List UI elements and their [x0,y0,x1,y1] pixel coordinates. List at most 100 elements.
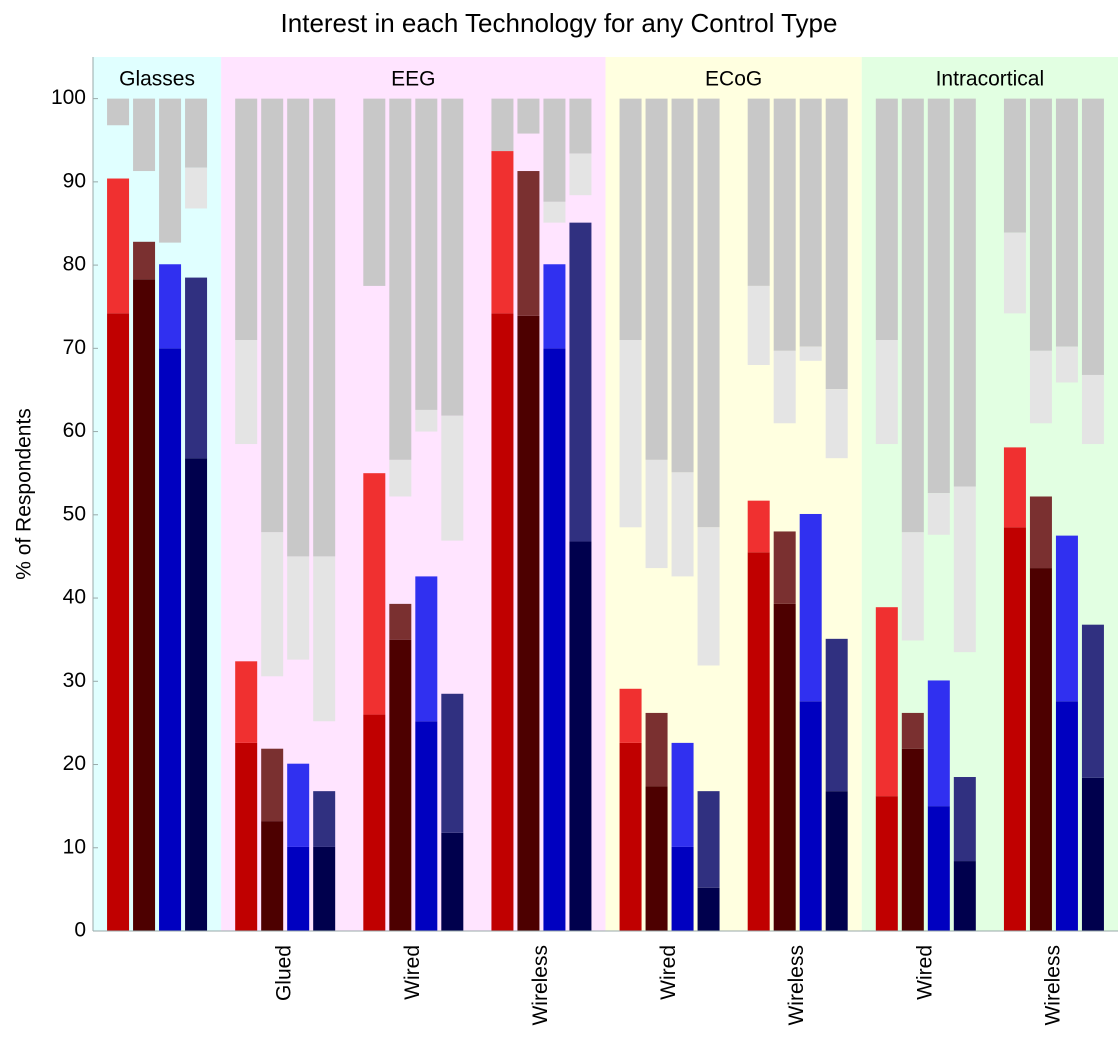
yes-segment [773,531,796,604]
strong-yes-segment [107,313,130,932]
strong-yes-segment [543,348,566,931]
chart-title: Interest in each Technology for any Cont… [281,8,838,38]
strong-no-segment [671,98,694,473]
group-background [861,57,1118,931]
group-label: ECoG [705,68,762,91]
yes-segment [569,222,592,542]
yes-segment [363,473,386,715]
strong-yes-segment [1029,568,1052,931]
yes-segment [389,603,412,640]
x-tick-label: Wireless [785,945,808,1026]
strong-no-segment [953,98,976,487]
strong-no-segment [619,98,642,341]
strong-no-segment [313,98,336,557]
strong-yes-segment [1081,777,1104,931]
yes-segment [517,171,540,316]
strong-yes-segment [619,742,642,931]
strong-no-segment [1055,98,1078,347]
yes-segment [235,661,258,743]
strong-yes-segment [697,887,720,931]
yes-segment [185,277,208,459]
strong-yes-segment [287,846,310,931]
no-segment [287,556,310,660]
strong-no-segment [287,98,310,557]
yes-segment [1055,535,1078,702]
strong-no-segment [235,98,258,341]
y-tick-label: 20 [63,752,86,775]
strong-no-segment [185,98,208,168]
y-tick-label: 50 [63,502,86,525]
group-label: Intracortical [936,68,1045,91]
yes-segment [491,151,514,314]
no-segment [543,201,566,223]
y-tick-label: 30 [63,669,86,692]
x-tick-label: Wireless [529,945,552,1026]
y-tick-label: 80 [63,253,86,276]
yes-segment [415,576,438,722]
strong-yes-segment [363,714,386,931]
yes-segment [825,638,848,792]
no-segment [671,472,694,577]
strong-yes-segment [389,639,412,931]
no-segment [619,340,642,528]
strong-no-segment [875,98,898,341]
no-segment [1081,374,1104,445]
strong-no-segment [415,98,438,410]
no-segment [927,493,950,535]
no-segment [773,350,796,424]
yes-segment [645,712,668,787]
yes-segment [261,748,284,822]
strong-no-segment [261,98,284,533]
strong-yes-segment [261,821,284,931]
strong-no-segment [927,98,950,494]
no-segment [953,486,976,653]
no-segment [825,389,848,459]
strong-no-segment [825,98,848,390]
yes-segment [1029,496,1052,569]
yes-segment [619,688,642,743]
strong-no-segment [159,98,182,243]
strong-no-segment [441,98,464,416]
yes-segment [441,693,464,833]
strong-yes-segment [953,861,976,931]
strong-no-segment [1081,98,1104,375]
no-segment [235,340,258,445]
strong-no-segment [133,98,156,172]
strong-no-segment [773,98,796,351]
no-segment [389,459,412,497]
strong-no-segment [799,98,822,347]
no-segment [185,167,208,209]
x-tick-label: Wired [657,945,680,1000]
yes-segment [697,791,720,888]
strong-yes-segment [645,786,668,931]
y-tick-label: 100 [51,86,86,109]
y-axis-title: % of Respondents [13,408,36,580]
yes-segment [671,742,694,847]
strong-no-segment [747,98,770,286]
no-segment [1055,346,1078,383]
bars [107,98,1104,932]
no-segment [261,532,284,677]
strong-no-segment [543,98,566,202]
yes-segment [747,500,770,553]
strong-yes-segment [773,603,796,931]
strong-yes-segment [491,313,514,932]
strong-yes-segment [133,279,156,931]
strong-yes-segment [927,806,950,931]
no-segment [747,285,770,365]
strong-yes-segment [747,552,770,931]
y-tick-label: 40 [63,586,86,609]
no-segment [697,527,720,666]
no-segment [901,532,924,641]
group-background [605,57,862,931]
y-tick-label: 60 [63,419,86,442]
yes-segment [133,241,156,280]
y-tick-label: 10 [63,835,86,858]
strong-yes-segment [517,315,540,931]
strong-no-segment [569,98,592,154]
no-segment [799,346,822,361]
yes-segment [1003,447,1026,528]
strong-no-segment [697,98,720,528]
strong-no-segment [645,98,668,460]
strong-yes-segment [901,748,924,931]
